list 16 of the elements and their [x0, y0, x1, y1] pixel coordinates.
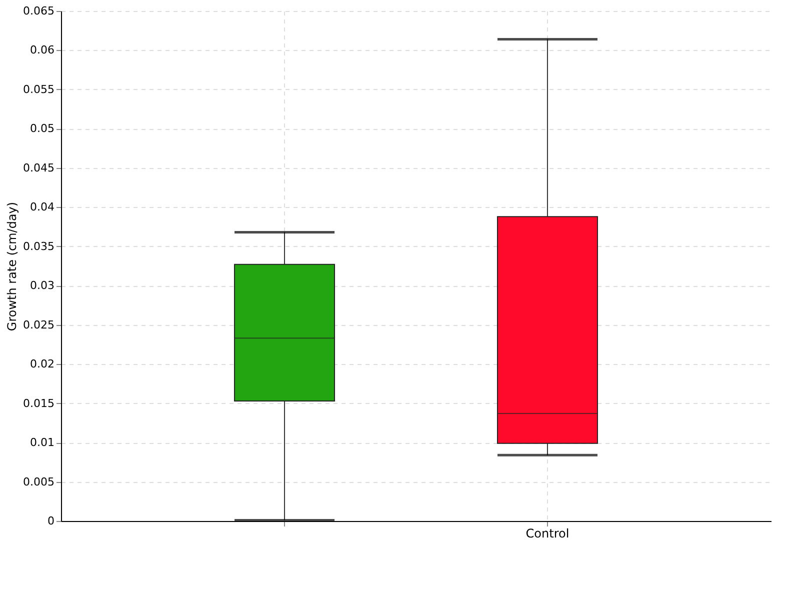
y-tick-label: 0.055: [23, 82, 54, 96]
y-tick-label: 0.02: [30, 358, 54, 371]
y-tick-label: 0.03: [30, 279, 54, 292]
y-tick-label: 0.015: [23, 396, 54, 410]
y-tick-label: 0.06: [30, 44, 54, 57]
y-tick-label: 0: [48, 514, 54, 528]
y-tick-label: 0.025: [23, 318, 54, 332]
y-tick-label: 0.035: [23, 240, 54, 253]
y-tick-label: 0.005: [23, 475, 54, 488]
y-axis-title: Growth rate (cm/day): [5, 202, 20, 332]
y-tick-label: 0.04: [30, 200, 54, 214]
y-tick-label: 0.01: [30, 436, 54, 450]
y-tick-label: 0.05: [30, 122, 54, 136]
x-tick-label: Control: [526, 526, 570, 540]
y-tick-label: 0.065: [23, 4, 54, 18]
y-tick-label: 0.045: [23, 161, 54, 174]
